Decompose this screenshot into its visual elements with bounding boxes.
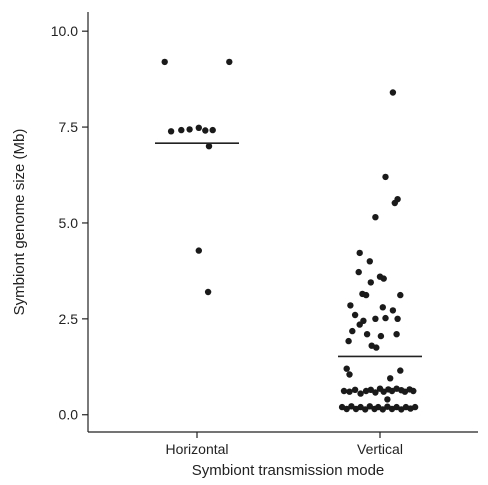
data-point [391, 199, 398, 207]
data-point [366, 258, 373, 265]
data-point [205, 143, 213, 150]
data-point [178, 126, 185, 134]
data-point [351, 386, 359, 393]
data-point [209, 126, 216, 134]
data-point [382, 173, 389, 181]
data-point [389, 307, 397, 314]
axes [87, 12, 478, 433]
y-axis-ticks: 0.0 2.5 5.0 7.5 10.0 [51, 23, 88, 423]
data-point [345, 337, 352, 345]
data-point [379, 304, 386, 311]
data-point [372, 315, 379, 322]
data-point [377, 332, 385, 340]
data-point [410, 387, 417, 395]
x-tick-label: Horizontal [165, 441, 228, 457]
mean-lines [155, 142, 422, 358]
data-point [351, 311, 359, 319]
data-point [202, 127, 209, 134]
data-point [387, 375, 394, 382]
data-point [204, 288, 212, 296]
data-point [373, 344, 380, 351]
data-point [397, 291, 404, 299]
data-points [161, 58, 419, 413]
data-point [340, 387, 348, 395]
data-point [356, 321, 363, 328]
data-point [195, 247, 202, 254]
data-point [384, 396, 391, 403]
y-tick-label: 7.5 [59, 119, 79, 135]
data-point [346, 371, 353, 378]
data-point [411, 403, 419, 411]
data-point [195, 124, 202, 131]
data-point [186, 126, 193, 133]
data-point [226, 58, 233, 66]
data-point [167, 128, 175, 135]
data-point [380, 275, 387, 282]
data-point [355, 268, 362, 276]
y-tick-label: 2.5 [59, 311, 79, 327]
x-axis-title: Symbiont transmission mode [192, 462, 385, 479]
data-point [382, 314, 389, 322]
data-point [363, 331, 371, 338]
data-point [362, 291, 370, 299]
data-point [394, 315, 401, 322]
data-point [372, 389, 379, 396]
y-axis-title: Symbiont genome size (Mb) [11, 129, 28, 316]
data-point [161, 58, 168, 66]
data-point [372, 214, 379, 221]
data-point [397, 367, 404, 374]
data-point [347, 302, 354, 309]
data-point [393, 331, 400, 338]
data-point [366, 403, 373, 410]
data-point [362, 406, 369, 413]
y-tick-label: 10.0 [51, 23, 78, 39]
data-point [367, 279, 374, 286]
data-point [357, 390, 364, 397]
y-tick-label: 5.0 [59, 215, 79, 231]
data-point [389, 89, 397, 96]
y-tick-label: 0.0 [59, 407, 79, 423]
data-point [356, 249, 363, 257]
x-axis-ticks: Horizontal Vertical [165, 432, 403, 457]
x-tick-label: Vertical [357, 441, 403, 457]
data-point [346, 388, 353, 395]
data-point [343, 405, 350, 413]
data-point [349, 327, 356, 335]
data-point [343, 365, 350, 372]
